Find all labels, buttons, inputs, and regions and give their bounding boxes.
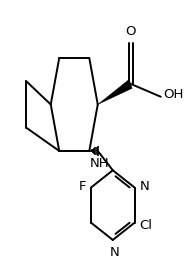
Text: F: F xyxy=(79,180,86,193)
Text: Cl: Cl xyxy=(139,219,152,232)
Text: NH: NH xyxy=(90,157,109,170)
Text: O: O xyxy=(125,25,136,38)
Text: N: N xyxy=(110,246,120,258)
Text: N: N xyxy=(139,180,149,193)
Text: OH: OH xyxy=(164,88,184,101)
Polygon shape xyxy=(98,79,132,104)
